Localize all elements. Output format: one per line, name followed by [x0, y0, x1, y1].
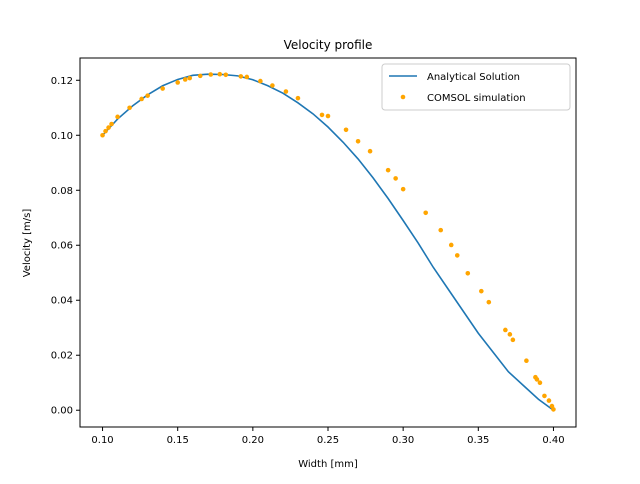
- data-point-comsol: [542, 393, 547, 399]
- data-point-comsol: [295, 95, 301, 101]
- data-point-comsol: [524, 358, 529, 364]
- data-point-comsol: [244, 74, 250, 80]
- y-tick-label: 0.00: [51, 406, 73, 417]
- x-tick-label: 0.35: [467, 435, 489, 446]
- data-point-comsol: [160, 86, 165, 91]
- data-point-comsol: [551, 407, 556, 412]
- data-point-comsol: [454, 253, 460, 258]
- legend-box: [381, 63, 571, 111]
- data-point-comsol: [534, 377, 540, 382]
- data-point-comsol: [217, 71, 223, 77]
- data-point-comsol: [503, 327, 508, 333]
- data-point-comsol: [546, 398, 552, 403]
- data-point-comsol: [100, 132, 105, 138]
- legend-label-analytical: Analytical Solution: [427, 72, 520, 83]
- data-point-comsol: [385, 167, 391, 173]
- data-point-comsol: [507, 332, 513, 337]
- data-point-comsol: [187, 75, 193, 81]
- data-point-comsol: [537, 380, 543, 386]
- data-point-comsol: [283, 89, 289, 94]
- data-point-comsol: [270, 83, 275, 88]
- data-point-comsol: [197, 73, 203, 79]
- data-point-comsol: [106, 125, 111, 130]
- y-axis-ticks: 0.00 0.02 0.04 0.06 0.08 0.10 0.12: [51, 76, 80, 417]
- series-line-analytical-solution: [101, 73, 554, 411]
- data-point-comsol: [393, 176, 398, 181]
- y-tick-label: 0.12: [51, 76, 73, 87]
- y-tick-label: 0.02: [51, 351, 73, 362]
- data-point-comsol: [343, 127, 349, 133]
- y-tick-label: 0.04: [51, 296, 73, 307]
- legend: Analytical Solution COMSOL simulation: [381, 63, 571, 111]
- y-tick-label: 0.08: [51, 186, 73, 197]
- data-point-comsol: [208, 72, 214, 77]
- data-point-comsol: [438, 227, 444, 233]
- chart-title: Velocity profile: [284, 38, 373, 52]
- data-point-comsol: [400, 186, 406, 192]
- x-tick-label: 0.20: [242, 435, 264, 446]
- data-point-comsol: [182, 77, 188, 82]
- data-point-comsol: [238, 74, 244, 79]
- data-point-comsol: [223, 72, 229, 78]
- data-point-comsol: [355, 139, 361, 144]
- data-point-comsol: [103, 128, 108, 134]
- x-tick-label: 0.40: [542, 435, 564, 446]
- x-tick-label: 0.10: [91, 435, 113, 446]
- x-tick-label: 0.30: [392, 435, 414, 446]
- y-tick-label: 0.10: [51, 131, 73, 142]
- x-tick-label: 0.15: [167, 435, 189, 446]
- data-point-comsol: [109, 121, 114, 127]
- data-point-comsol: [486, 299, 492, 305]
- data-point-comsol: [258, 78, 263, 84]
- data-point-comsol: [115, 114, 120, 120]
- y-tick-label: 0.06: [51, 241, 73, 252]
- data-point-comsol: [127, 105, 132, 111]
- plot-area: [100, 71, 556, 412]
- data-point-comsol: [319, 112, 325, 118]
- legend-marker-swatch: [400, 94, 406, 100]
- x-axis-ticks: 0.10 0.15 0.20 0.25 0.30 0.35 0.40: [91, 427, 565, 446]
- data-point-comsol: [465, 271, 471, 276]
- y-axis-label: Velocity [m/s]: [22, 209, 33, 278]
- x-axis-label: Width [mm]: [298, 459, 358, 470]
- data-point-comsol: [510, 337, 516, 343]
- data-point-comsol: [479, 288, 484, 294]
- data-point-comsol: [448, 242, 454, 248]
- data-point-comsol: [145, 93, 150, 98]
- data-point-comsol: [423, 210, 429, 216]
- data-point-comsol: [139, 96, 144, 102]
- x-tick-label: 0.25: [317, 435, 339, 446]
- data-point-comsol: [175, 80, 180, 85]
- data-point-comsol: [367, 148, 373, 154]
- data-point-comsol: [325, 113, 331, 119]
- legend-label-comsol: COMSOL simulation: [427, 93, 526, 104]
